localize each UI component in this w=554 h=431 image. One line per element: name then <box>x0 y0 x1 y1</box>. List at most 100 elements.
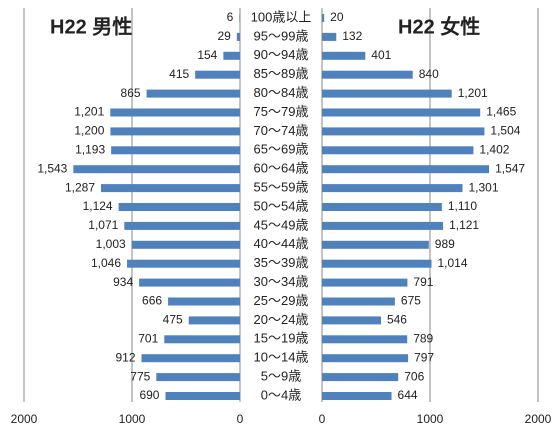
bar <box>322 51 366 60</box>
bar <box>110 127 241 136</box>
value-label: 6 <box>227 10 234 24</box>
bar <box>164 335 240 344</box>
value-label: 20 <box>330 10 344 24</box>
value-label: 475 <box>163 313 183 327</box>
bar <box>322 184 463 193</box>
bar <box>322 221 444 230</box>
value-label: 1,402 <box>479 142 509 156</box>
category-label: 35～39歳 <box>254 255 309 270</box>
value-label: 706 <box>404 369 424 383</box>
category-label: 80～84歳 <box>254 85 309 100</box>
category-label: 50～54歳 <box>254 198 309 213</box>
bar <box>139 278 240 287</box>
value-label: 934 <box>113 275 133 289</box>
bar <box>322 392 392 400</box>
value-label: 789 <box>413 331 433 345</box>
series-title: H22 男性 <box>50 15 132 38</box>
bar <box>322 297 395 306</box>
bar <box>322 278 408 287</box>
category-label: 90～94歳 <box>254 47 309 62</box>
value-label: 690 <box>139 388 159 402</box>
value-label: 401 <box>371 48 391 62</box>
bar <box>236 32 240 41</box>
category-label: 20～24歳 <box>254 312 309 327</box>
value-label: 791 <box>413 275 433 289</box>
x-tick-label: 2000 <box>11 412 38 426</box>
value-label: 775 <box>130 369 150 383</box>
bar <box>322 373 399 382</box>
value-label: 546 <box>387 313 407 327</box>
value-label: 132 <box>342 29 362 43</box>
bar <box>165 392 240 400</box>
series-title: H22 女性 <box>398 14 480 38</box>
value-label: 1,071 <box>88 218 118 232</box>
value-label: 1,014 <box>438 256 468 270</box>
bar <box>322 70 413 79</box>
value-label: 1,547 <box>495 161 525 175</box>
bar <box>101 184 240 193</box>
bar <box>110 108 241 117</box>
category-label: 75～79歳 <box>254 104 309 119</box>
bar <box>239 14 240 22</box>
category-label: 65～69歳 <box>254 142 309 157</box>
category-label: 70～74歳 <box>254 123 309 138</box>
category-label: 95～99歳 <box>254 28 309 43</box>
value-label: 701 <box>138 331 158 345</box>
bar <box>124 221 240 230</box>
bar <box>188 316 240 325</box>
category-label: 0～4歳 <box>261 387 301 402</box>
value-label: 1,124 <box>83 199 113 213</box>
bar <box>111 146 240 155</box>
x-tick-label: 1000 <box>119 412 146 426</box>
bar <box>322 32 337 41</box>
bar <box>322 203 442 211</box>
bar <box>322 89 452 98</box>
bar <box>141 354 240 363</box>
bar <box>168 297 240 306</box>
bar <box>127 259 240 268</box>
value-label: 912 <box>115 350 135 364</box>
category-label: 30～34歳 <box>254 274 309 289</box>
value-label: 1,110 <box>448 199 477 213</box>
category-label: 10～14歳 <box>254 350 309 365</box>
value-label: 29 <box>218 29 232 43</box>
value-label: 1,121 <box>449 218 479 232</box>
bar <box>195 70 240 79</box>
bar <box>73 165 240 174</box>
bar <box>322 146 474 155</box>
bar <box>118 203 240 211</box>
value-label: 1,301 <box>469 180 499 194</box>
value-label: 1,193 <box>75 142 105 156</box>
category-label: 55～59歳 <box>254 180 309 195</box>
value-label: 1,543 <box>37 161 67 175</box>
bar <box>322 165 490 174</box>
bar <box>322 316 381 325</box>
x-tick-label: 0 <box>319 412 326 426</box>
bar <box>223 51 240 60</box>
bar <box>322 259 432 268</box>
bar <box>322 108 481 117</box>
bar <box>322 14 325 22</box>
bar <box>322 354 409 363</box>
value-label: 1,201 <box>74 105 104 119</box>
category-label: 45～49歳 <box>254 217 309 232</box>
value-label: 1,200 <box>74 124 104 138</box>
value-label: 797 <box>414 350 434 364</box>
category-label: 25～29歳 <box>254 293 309 308</box>
category-label: 15～19歳 <box>254 331 309 346</box>
x-tick-label: 1000 <box>417 412 444 426</box>
bar <box>322 240 429 249</box>
value-label: 1,287 <box>65 180 95 194</box>
value-label: 644 <box>398 388 418 402</box>
value-label: 1,046 <box>91 256 121 270</box>
value-label: 1,003 <box>96 237 126 251</box>
value-label: 415 <box>169 67 189 81</box>
value-label: 1,504 <box>490 124 520 138</box>
value-label: 1,465 <box>486 105 516 119</box>
category-label: 5～9歳 <box>261 369 301 384</box>
category-label: 60～64歳 <box>254 161 309 176</box>
category-label: 100歳以上 <box>251 9 312 24</box>
bar <box>146 89 240 98</box>
value-label: 154 <box>197 48 217 62</box>
